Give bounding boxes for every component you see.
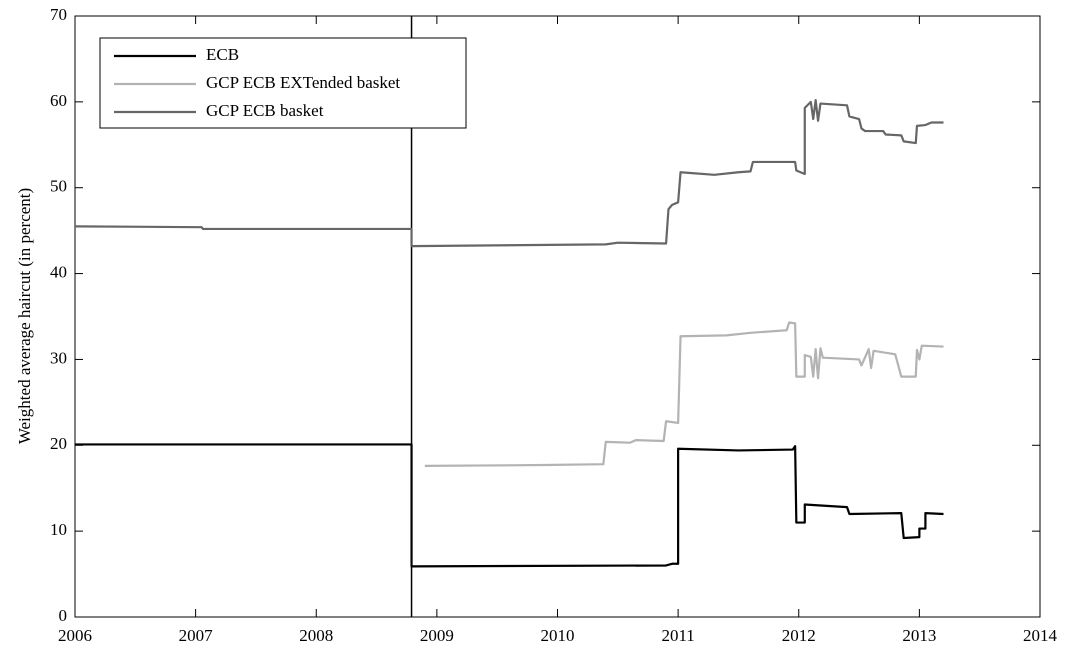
x-tick-label: 2012	[782, 626, 816, 645]
y-tick-label: 60	[50, 91, 67, 110]
series-line	[424, 321, 944, 467]
y-tick-label: 20	[50, 434, 67, 453]
x-tick-label: 2011	[661, 626, 694, 645]
x-tick-label: 2008	[299, 626, 333, 645]
series-line	[75, 443, 944, 568]
x-tick-label: 2013	[902, 626, 936, 645]
y-tick-label: 10	[50, 520, 67, 539]
x-tick-label: 2007	[179, 626, 214, 645]
legend-label: GCP ECB basket	[206, 101, 324, 120]
y-tick-label: 50	[50, 177, 67, 196]
y-tick-label: 40	[50, 262, 67, 281]
x-tick-label: 2010	[541, 626, 575, 645]
y-tick-label: 70	[50, 5, 67, 24]
x-tick-label: 2009	[420, 626, 454, 645]
series-line	[74, 99, 944, 248]
legend-label: GCP ECB EXTended basket	[206, 73, 400, 92]
y-tick-label: 30	[50, 348, 67, 367]
y-tick-label: 0	[59, 606, 68, 625]
legend-label: ECB	[206, 45, 239, 64]
x-tick-label: 2014	[1023, 626, 1058, 645]
y-axis-label: Weighted average haircut (in percent)	[15, 188, 34, 444]
x-tick-label: 2006	[58, 626, 92, 645]
